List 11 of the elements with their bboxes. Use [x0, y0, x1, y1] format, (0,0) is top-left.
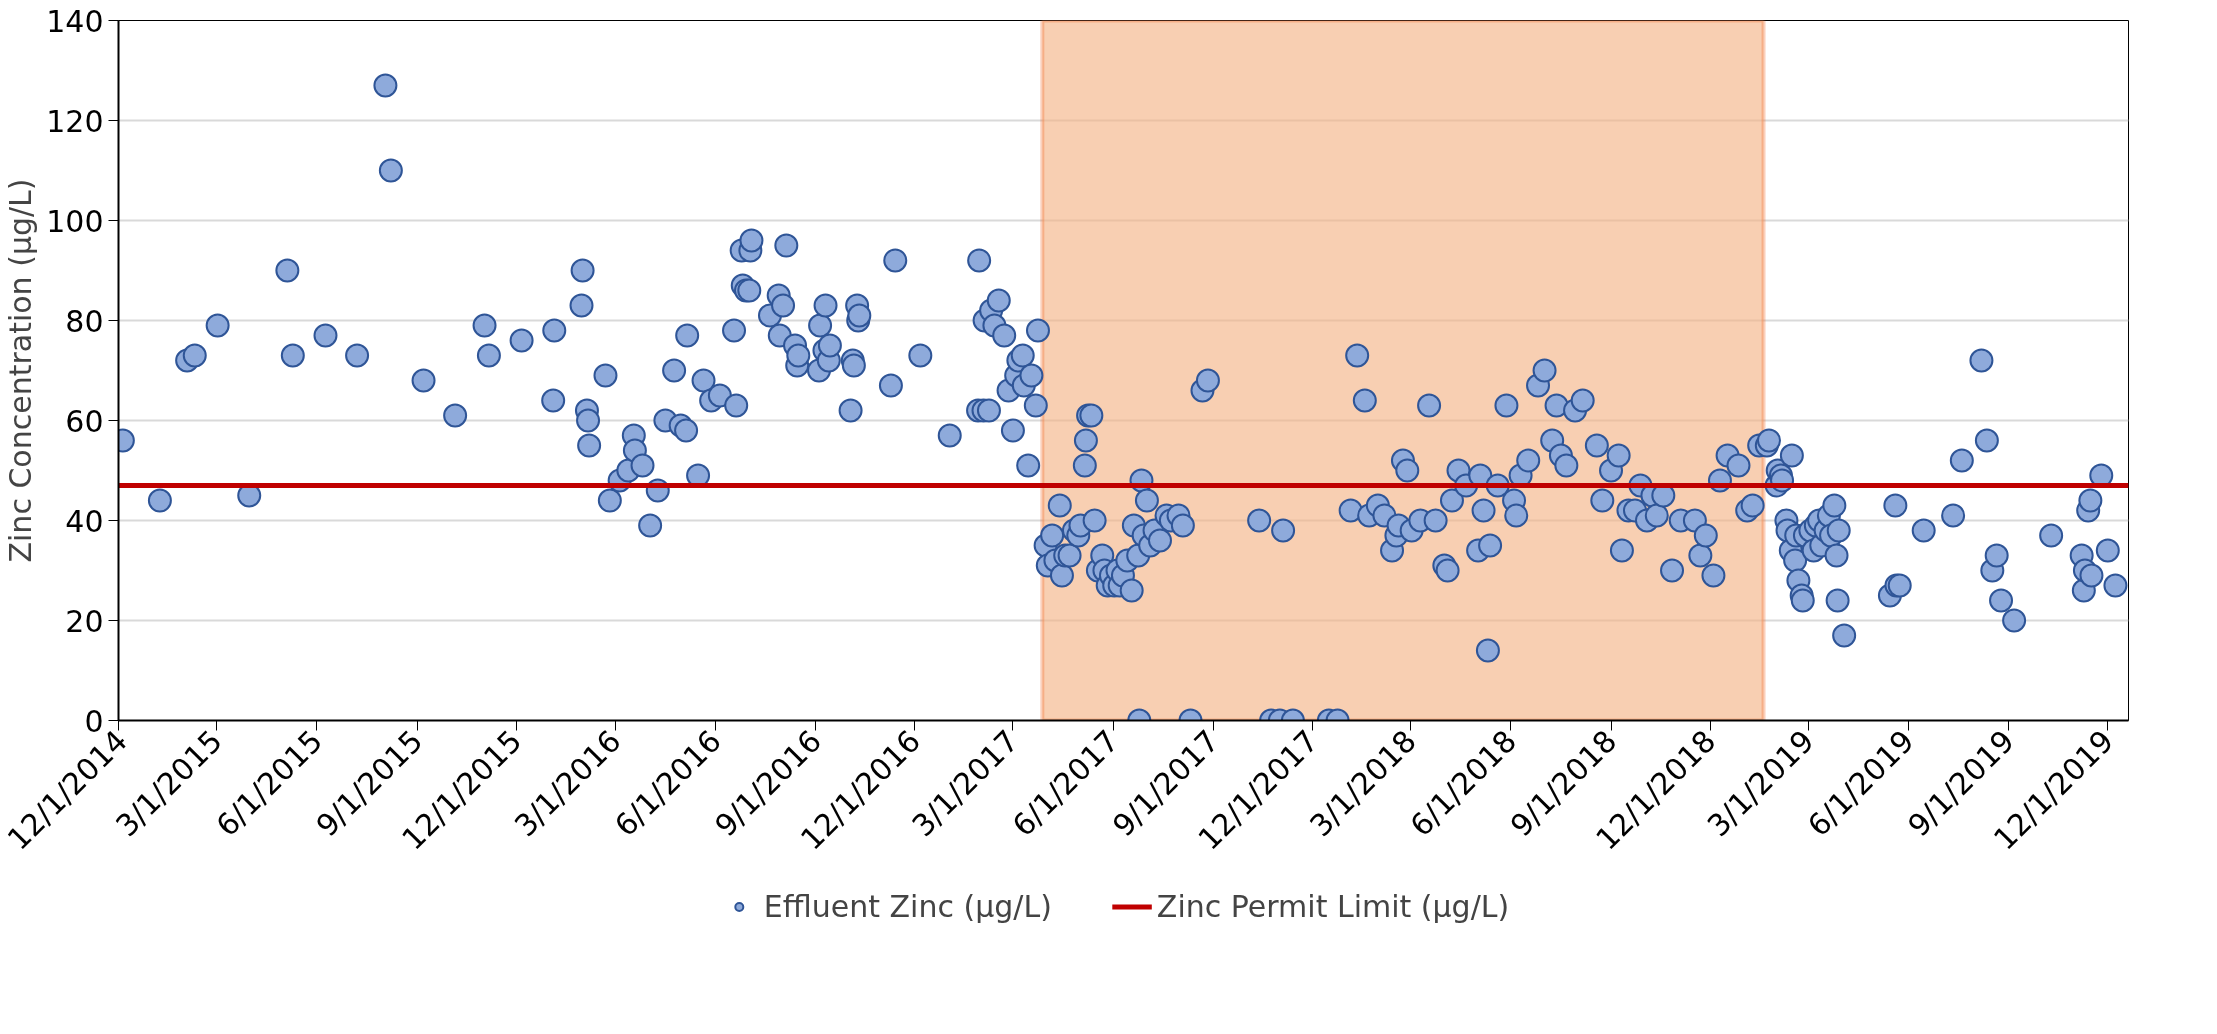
y-tick-label: 60 — [65, 403, 104, 439]
y-tick-label: 0 — [84, 703, 104, 739]
y-tick-label: 20 — [65, 603, 104, 639]
y-tick-label: 120 — [46, 103, 104, 139]
legend-label: Effluent Zinc (µg/L) — [763, 888, 1052, 924]
legend-label: Zinc Permit Limit (µg/L) — [1156, 888, 1510, 924]
y-tick-label: 40 — [65, 503, 104, 539]
y-tick-label: 100 — [46, 203, 104, 239]
y-tick-label: 140 — [46, 3, 104, 39]
y-axis-title: Zinc Concentration (µg/L) — [3, 178, 39, 563]
y-tick-label: 80 — [65, 303, 104, 339]
